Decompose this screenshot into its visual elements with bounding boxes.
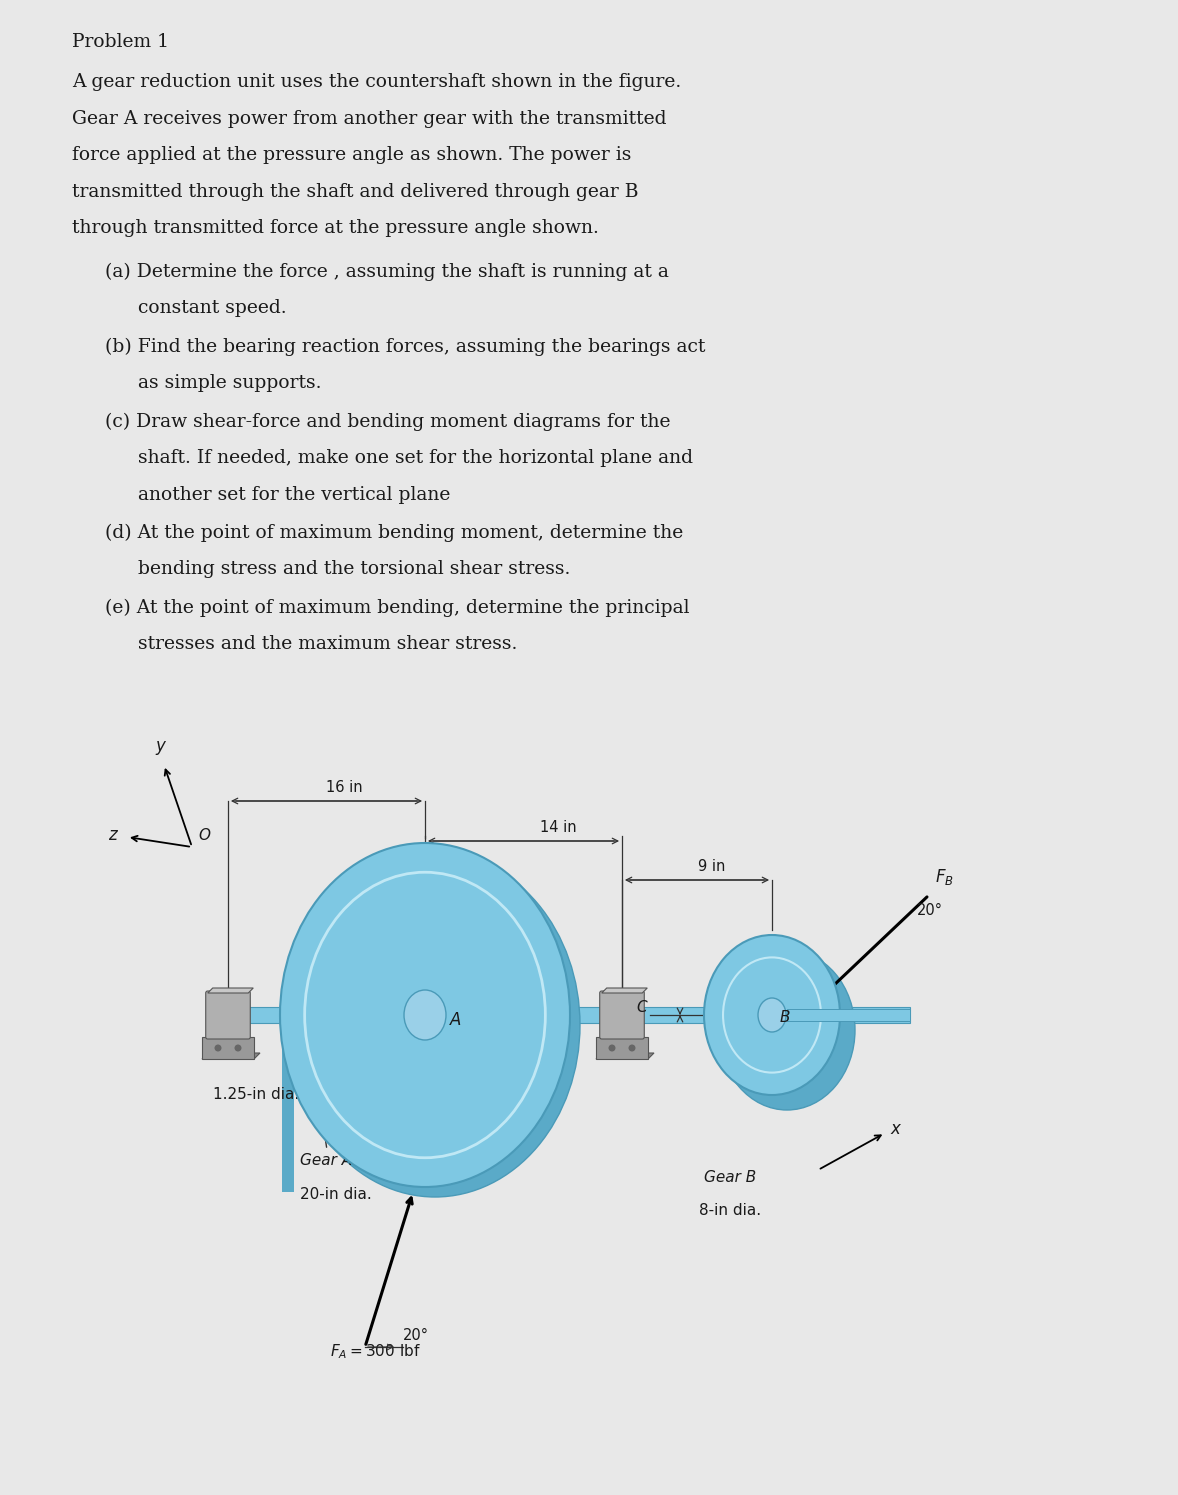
Text: 20°: 20° xyxy=(916,903,944,918)
Text: 20°: 20° xyxy=(403,1328,429,1343)
Text: transmitted through the shaft and delivered through gear B: transmitted through the shaft and delive… xyxy=(72,182,638,200)
Text: as simple supports.: as simple supports. xyxy=(138,374,322,392)
Ellipse shape xyxy=(280,843,570,1187)
Text: through transmitted force at the pressure angle shown.: through transmitted force at the pressur… xyxy=(72,220,598,238)
Text: (e) At the point of maximum bending, determine the principal: (e) At the point of maximum bending, det… xyxy=(105,599,689,617)
Text: Gear A: Gear A xyxy=(300,1153,352,1168)
FancyBboxPatch shape xyxy=(282,1011,294,1192)
Polygon shape xyxy=(207,988,253,993)
Ellipse shape xyxy=(704,934,840,1094)
Text: 20-in dia.: 20-in dia. xyxy=(300,1187,372,1202)
Text: O: O xyxy=(198,828,210,843)
Ellipse shape xyxy=(757,999,786,1032)
Text: A: A xyxy=(450,1011,462,1029)
Polygon shape xyxy=(201,1052,260,1058)
Circle shape xyxy=(609,1045,615,1051)
Text: B: B xyxy=(780,1011,790,1026)
Text: stresses and the maximum shear stress.: stresses and the maximum shear stress. xyxy=(138,635,517,653)
Text: (a) Determine the force , assuming the shaft is running at a: (a) Determine the force , assuming the s… xyxy=(105,263,669,281)
Text: (d) At the point of maximum bending moment, determine the: (d) At the point of maximum bending mome… xyxy=(105,523,683,543)
Ellipse shape xyxy=(290,854,580,1197)
Text: Problem 1: Problem 1 xyxy=(72,33,168,51)
Text: $F_A = 300\ \mathrm{lbf}$: $F_A = 300\ \mathrm{lbf}$ xyxy=(330,1343,421,1360)
Text: 8-in dia.: 8-in dia. xyxy=(699,1203,761,1218)
Text: (c) Draw shear-force and bending moment diagrams for the: (c) Draw shear-force and bending moment … xyxy=(105,413,670,431)
Text: shaft. If needed, make one set for the horizontal plane and: shaft. If needed, make one set for the h… xyxy=(138,448,693,466)
Text: z: z xyxy=(108,827,117,845)
FancyBboxPatch shape xyxy=(229,1008,909,1023)
Text: Gear A receives power from another gear with the transmitted: Gear A receives power from another gear … xyxy=(72,109,667,127)
Text: constant speed.: constant speed. xyxy=(138,299,286,317)
Text: another set for the vertical plane: another set for the vertical plane xyxy=(138,486,450,504)
Polygon shape xyxy=(596,1052,654,1058)
Circle shape xyxy=(216,1045,220,1051)
Ellipse shape xyxy=(719,949,855,1109)
Text: A gear reduction unit uses the countershaft shown in the figure.: A gear reduction unit uses the countersh… xyxy=(72,73,681,91)
FancyBboxPatch shape xyxy=(206,991,250,1039)
FancyBboxPatch shape xyxy=(787,1009,909,1021)
Text: Gear B: Gear B xyxy=(704,1171,756,1186)
Text: 9 in: 9 in xyxy=(699,860,726,875)
Circle shape xyxy=(236,1045,240,1051)
FancyBboxPatch shape xyxy=(596,1038,648,1058)
FancyBboxPatch shape xyxy=(600,991,644,1039)
Text: force applied at the pressure angle as shown. The power is: force applied at the pressure angle as s… xyxy=(72,147,631,164)
Text: bending stress and the torsional shear stress.: bending stress and the torsional shear s… xyxy=(138,561,570,579)
Polygon shape xyxy=(602,988,647,993)
Text: C: C xyxy=(636,1000,647,1015)
Text: 1.25-in dia.: 1.25-in dia. xyxy=(213,1087,299,1102)
Ellipse shape xyxy=(404,990,446,1041)
Text: $F_B$: $F_B$ xyxy=(935,867,954,887)
Text: x: x xyxy=(891,1120,900,1138)
Text: 14 in: 14 in xyxy=(541,819,577,836)
Circle shape xyxy=(629,1045,635,1051)
FancyBboxPatch shape xyxy=(201,1038,254,1058)
Text: y: y xyxy=(155,737,165,755)
Text: (b) Find the bearing reaction forces, assuming the bearings act: (b) Find the bearing reaction forces, as… xyxy=(105,338,706,356)
Text: 16 in: 16 in xyxy=(326,780,363,795)
